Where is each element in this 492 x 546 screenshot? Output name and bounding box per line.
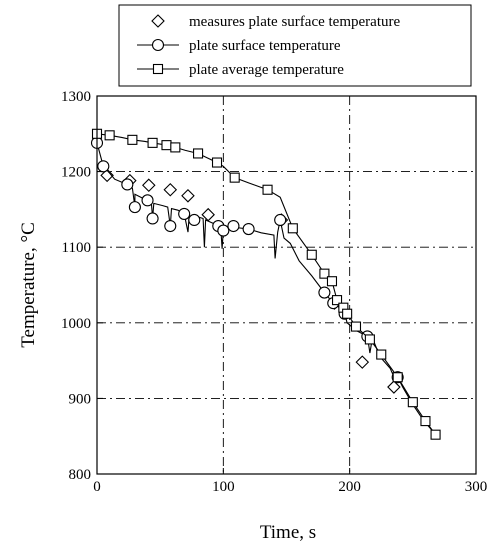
y-tick-label: 900 <box>69 391 92 407</box>
square-point <box>326 276 338 287</box>
diamond-point <box>142 178 156 192</box>
tick-labels: 0 100 200 300 800 900 1000 1100 1200 1300 <box>61 89 487 495</box>
y-tick-label: 800 <box>69 467 92 483</box>
circle-point <box>217 224 230 237</box>
diamond-point <box>355 355 370 369</box>
square-point <box>287 223 298 234</box>
square-point <box>104 130 115 141</box>
legend-marker <box>151 14 165 28</box>
square-point <box>420 416 431 427</box>
square-point <box>229 172 240 183</box>
square-point <box>170 142 181 153</box>
axis-ticks <box>96 95 477 475</box>
square-point <box>306 249 317 260</box>
circle-point <box>242 223 255 236</box>
x-tick-label: 300 <box>465 479 488 495</box>
y-tick-label: 1200 <box>61 165 91 181</box>
square-point <box>364 334 375 345</box>
legend-label: plate surface temperature <box>189 38 341 54</box>
legend: measures plate surface temperature plate … <box>118 4 472 87</box>
grid <box>97 96 476 474</box>
y-tick-label: 1000 <box>61 316 91 332</box>
legend-item: plate surface temperature <box>137 38 341 54</box>
circle-point <box>141 194 154 207</box>
circle-series <box>90 136 437 436</box>
circle-point <box>121 178 134 191</box>
y-axis-title: Temperature, °C <box>18 222 39 348</box>
square-point <box>262 184 273 195</box>
square-point <box>147 137 158 148</box>
square-point <box>350 321 362 332</box>
legend-item: plate average temperature <box>137 62 344 78</box>
x-tick-label: 100 <box>212 479 235 495</box>
y-tick-label: 1100 <box>62 240 91 256</box>
square-point <box>211 157 223 168</box>
square-series-line <box>96 133 437 436</box>
square-point <box>392 372 403 383</box>
circle-point <box>128 201 141 214</box>
plot-frame <box>96 95 477 475</box>
legend-marker <box>152 63 164 75</box>
legend-marker <box>151 38 165 52</box>
circle-point <box>178 207 191 220</box>
legend-label: measures plate surface temperature <box>189 14 400 30</box>
circle-point <box>274 213 287 227</box>
square-point <box>407 397 418 408</box>
diamond-point <box>100 168 114 183</box>
legend-item: measures plate surface temperature <box>151 14 400 30</box>
square-point <box>161 140 172 151</box>
square-series <box>91 128 441 440</box>
square-point <box>331 295 343 306</box>
legend-items: measures plate surface temperature plate … <box>137 14 400 78</box>
x-tick-label: 0 <box>93 479 101 495</box>
square-point <box>319 268 330 279</box>
square-point <box>342 308 353 319</box>
y-tick-label: 1300 <box>61 89 91 105</box>
diamond-point <box>163 182 178 197</box>
circle-point <box>227 219 240 233</box>
x-axis-title: Time, s <box>260 522 316 543</box>
diamond-point <box>181 189 195 203</box>
circle-point <box>97 160 110 173</box>
square-point <box>127 134 138 145</box>
square-point <box>376 349 387 360</box>
circle-point <box>146 212 159 225</box>
circle-point <box>188 213 201 227</box>
square-point <box>193 148 204 159</box>
square-point <box>430 429 441 440</box>
legend-label: plate average temperature <box>189 62 344 78</box>
diamond-point <box>387 380 401 394</box>
circle-point <box>318 286 331 299</box>
series-layer <box>90 128 441 440</box>
x-tick-label: 200 <box>338 479 361 495</box>
circle-point <box>164 219 177 233</box>
diamond-point <box>201 207 215 222</box>
